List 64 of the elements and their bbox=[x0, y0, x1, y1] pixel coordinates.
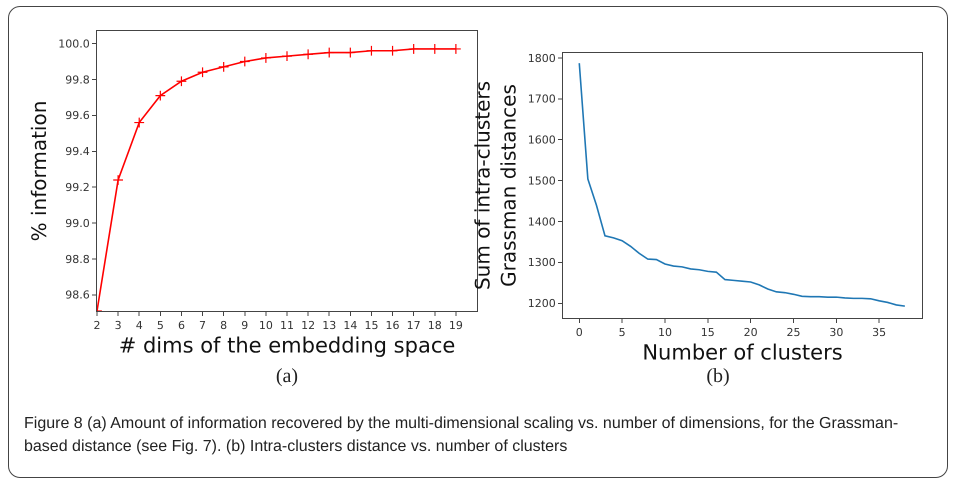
x-tick-label: 11 bbox=[280, 319, 294, 332]
y-tick-label: 98.8 bbox=[65, 252, 90, 266]
y-tick-label: 1400 bbox=[528, 215, 556, 228]
y-tick-label: 1600 bbox=[528, 134, 556, 147]
point bbox=[176, 76, 187, 87]
x-tick-label: 13 bbox=[322, 319, 336, 332]
y-tick-label: 99.0 bbox=[65, 216, 90, 230]
point bbox=[239, 56, 250, 68]
x-tick-label: 25 bbox=[786, 326, 800, 340]
x-tick-label: 4 bbox=[136, 319, 143, 332]
y-tick-label: 99.4 bbox=[65, 145, 90, 158]
x-tick-label: 5 bbox=[156, 319, 164, 332]
point bbox=[134, 117, 145, 128]
y-tick-label: 1200 bbox=[528, 297, 556, 310]
x-tick-label: 9 bbox=[241, 319, 248, 332]
point bbox=[324, 47, 335, 58]
x-tick-label: 20 bbox=[744, 326, 758, 340]
x-tick-label: 35 bbox=[872, 326, 886, 340]
x-axis-title: # dims of the embedding space bbox=[118, 333, 456, 358]
y-tick-label: 1700 bbox=[528, 92, 556, 106]
point bbox=[282, 50, 292, 62]
point bbox=[408, 43, 420, 54]
point bbox=[302, 48, 314, 60]
point bbox=[112, 174, 124, 186]
point bbox=[154, 90, 166, 102]
x-tick-label: 17 bbox=[406, 319, 421, 332]
point bbox=[260, 52, 272, 64]
x-tick-label: 15 bbox=[364, 319, 378, 332]
text: (b) bbox=[705, 365, 731, 388]
caption: Figure 8 (a) Amount of information recovered by the multi-dimensional scaling vs. number of dimensions, for the Grassman-based distance (see Fig. 7). (b) Intra-clusters distance vs. number of clusters bbox=[24, 414, 900, 457]
point bbox=[429, 43, 440, 54]
point bbox=[218, 61, 230, 72]
x-tick-label: 8 bbox=[220, 319, 228, 332]
y-tick-label: 100.0 bbox=[58, 37, 90, 50]
y-tick-label: 99.8 bbox=[65, 73, 90, 86]
x-tick-label: 7 bbox=[199, 319, 206, 332]
y-tick-label: 1500 bbox=[528, 174, 556, 188]
x-tick-label: 10 bbox=[658, 326, 672, 340]
y-tick-label: 99.6 bbox=[65, 109, 90, 122]
x-tick-label: 5 bbox=[618, 326, 626, 340]
y-tick-label: 98.6 bbox=[65, 288, 90, 302]
x-tick-label: 18 bbox=[428, 319, 442, 332]
text: (a) bbox=[274, 365, 300, 388]
x-tick-label: 0 bbox=[576, 326, 583, 340]
x-tick-label: 10 bbox=[258, 319, 273, 332]
point bbox=[344, 47, 356, 58]
y-tick-label: 1800 bbox=[528, 52, 556, 65]
x-tick-label: 19 bbox=[448, 319, 463, 332]
y-axis-title: % information bbox=[26, 100, 51, 242]
x-tick-label: 14 bbox=[343, 319, 358, 332]
x-tick-label: 2 bbox=[94, 319, 100, 332]
y-tick-label: 99.2 bbox=[65, 181, 90, 194]
point bbox=[450, 43, 462, 54]
y-axis-title: Sum of intra-clusters Grassman distances bbox=[470, 80, 520, 290]
point bbox=[197, 66, 208, 78]
x-tick-label: 12 bbox=[301, 319, 316, 332]
x-tick-label: 6 bbox=[178, 319, 185, 332]
x-tick-label: 15 bbox=[700, 326, 715, 340]
x-axis-title: Number of clusters bbox=[642, 340, 843, 364]
x-tick-label: 16 bbox=[386, 319, 400, 332]
x-tick-label: 3 bbox=[114, 319, 122, 332]
x-tick-label: 30 bbox=[829, 326, 844, 340]
y-tick-label: 1300 bbox=[528, 256, 556, 270]
line-series bbox=[578, 62, 906, 307]
